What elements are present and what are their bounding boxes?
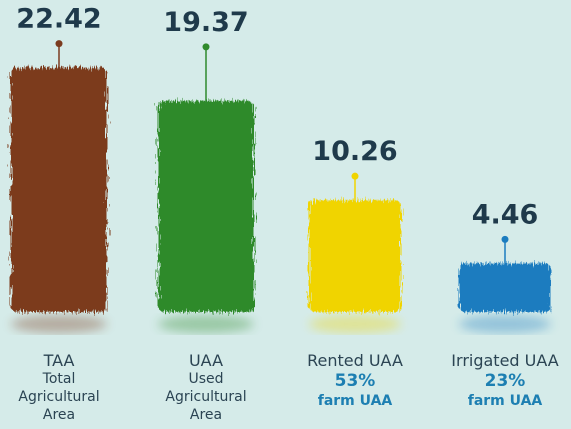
value-label: 4.46	[472, 199, 539, 230]
share-label: 23%	[484, 371, 526, 391]
category-label: Rented UAA	[307, 351, 403, 370]
category-description: Total Agricultural Area	[18, 371, 100, 423]
bar-shadow	[11, 315, 107, 333]
category-block: Rented UAA 53% farm UAA	[290, 352, 420, 410]
category-block: UAA Used Agricultural Area	[141, 352, 271, 424]
bar-shadow	[158, 315, 254, 333]
category-block: Irrigated UAA 23% farm UAA	[440, 352, 570, 410]
bar	[309, 200, 401, 312]
category-label: UAA	[188, 351, 224, 370]
share-label: 53%	[334, 371, 376, 391]
pin-head	[501, 235, 509, 243]
bar	[459, 263, 551, 312]
value-label: 10.26	[312, 136, 397, 167]
bar	[11, 67, 107, 312]
category-description: Used Agricultural Area	[165, 371, 247, 423]
share-note: farm UAA	[317, 393, 393, 409]
bar-shadow	[459, 315, 551, 333]
value-label: 22.42	[16, 4, 101, 35]
pin-head	[202, 43, 210, 51]
bar-shadow	[309, 315, 401, 333]
category-label: Irrigated UAA	[451, 351, 559, 370]
category-block: TAA Total Agricultural Area	[0, 352, 124, 424]
value-label: 19.37	[163, 7, 248, 38]
bar	[158, 100, 254, 312]
pin-head	[55, 40, 63, 48]
category-label: TAA	[43, 351, 75, 370]
share-note: farm UAA	[467, 393, 543, 409]
pin-head	[351, 172, 359, 180]
